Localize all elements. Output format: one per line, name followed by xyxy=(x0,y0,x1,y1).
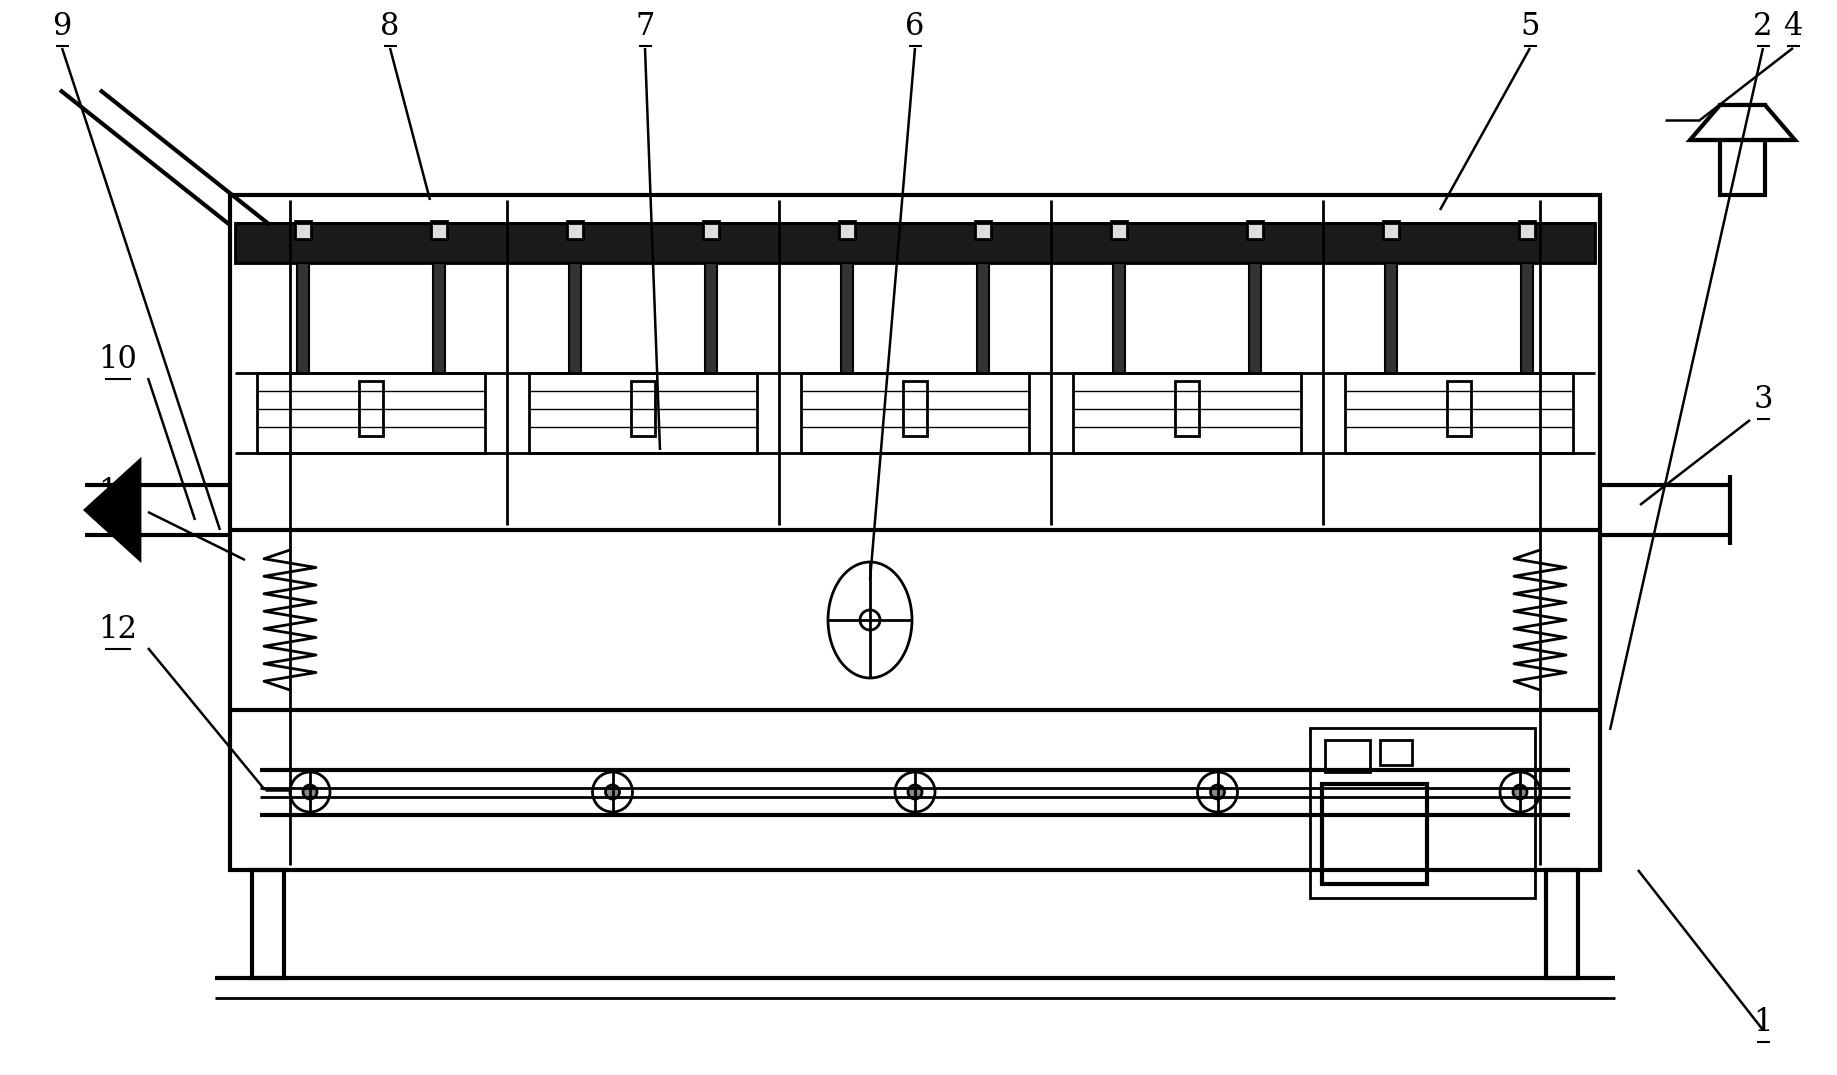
Bar xyxy=(1380,740,1413,765)
Circle shape xyxy=(606,785,619,799)
Bar xyxy=(704,221,718,239)
Text: 12: 12 xyxy=(99,614,138,645)
Polygon shape xyxy=(85,460,140,560)
Polygon shape xyxy=(1690,105,1795,140)
Circle shape xyxy=(303,785,318,799)
Text: 3: 3 xyxy=(1752,384,1773,415)
Bar xyxy=(1113,263,1124,373)
Text: 6: 6 xyxy=(906,11,924,42)
Bar xyxy=(434,263,445,373)
Bar xyxy=(1345,373,1572,453)
Bar xyxy=(1111,221,1128,239)
Text: 5: 5 xyxy=(1521,11,1539,42)
Bar xyxy=(432,221,446,239)
Circle shape xyxy=(1211,785,1225,799)
Bar xyxy=(1323,784,1427,884)
Bar xyxy=(569,263,580,373)
Bar xyxy=(841,263,852,373)
Bar xyxy=(1547,870,1578,978)
Bar xyxy=(977,263,988,373)
Bar xyxy=(298,263,309,373)
Bar xyxy=(1385,263,1396,373)
Bar xyxy=(1719,105,1765,195)
Bar xyxy=(705,263,716,373)
Text: 10: 10 xyxy=(99,344,138,375)
Bar xyxy=(252,870,285,978)
Bar xyxy=(1176,381,1200,436)
Circle shape xyxy=(1514,785,1527,799)
Text: 7: 7 xyxy=(636,11,654,42)
Bar xyxy=(568,221,582,239)
Bar xyxy=(358,381,382,436)
Bar xyxy=(975,221,990,239)
Bar xyxy=(296,221,310,239)
Bar xyxy=(1073,373,1301,453)
Bar xyxy=(1324,740,1370,772)
Bar xyxy=(529,373,757,453)
Bar xyxy=(630,381,656,436)
Bar xyxy=(1247,221,1264,239)
Text: 9: 9 xyxy=(53,11,72,42)
Bar xyxy=(1521,263,1534,373)
Bar xyxy=(1310,728,1536,898)
Bar xyxy=(1249,263,1260,373)
Text: 8: 8 xyxy=(380,11,400,42)
Bar xyxy=(1448,381,1471,436)
Bar xyxy=(235,223,1595,263)
Text: 2: 2 xyxy=(1752,11,1773,42)
Text: 4: 4 xyxy=(1784,11,1802,42)
Bar xyxy=(257,373,485,453)
Text: 1: 1 xyxy=(1752,1007,1773,1038)
Bar xyxy=(801,373,1029,453)
Bar xyxy=(840,221,854,239)
Bar xyxy=(904,381,928,436)
Bar xyxy=(1519,221,1536,239)
Bar xyxy=(1383,221,1400,239)
Bar xyxy=(230,195,1600,870)
Text: 11: 11 xyxy=(99,477,138,508)
Circle shape xyxy=(907,785,922,799)
